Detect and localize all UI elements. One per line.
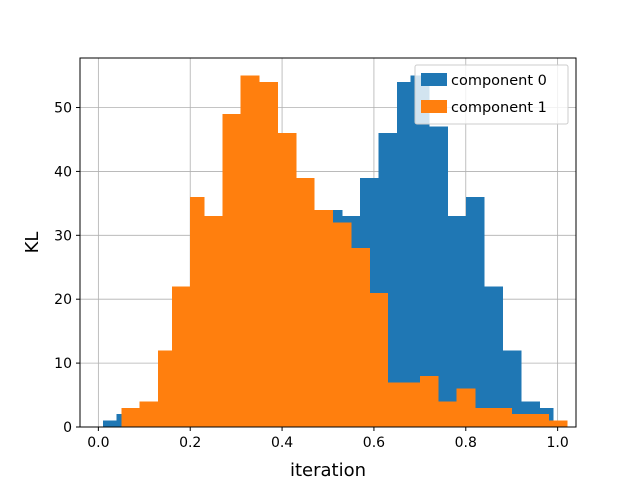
histogram-bar: [369, 292, 389, 427]
histogram-bar: [419, 375, 439, 427]
histogram-bar: [139, 401, 159, 427]
x-tick-label: 0.4: [271, 435, 293, 451]
histogram-bar: [429, 126, 448, 428]
histogram-bar: [121, 407, 141, 427]
y-tick-label: 40: [54, 164, 72, 180]
x-tick-label: 1.0: [546, 435, 568, 451]
histogram-bar: [396, 81, 412, 428]
histogram-bar: [222, 113, 242, 427]
histogram-bar: [465, 196, 485, 427]
histogram-bar: [259, 81, 278, 428]
x-tick-label: 0.6: [363, 435, 385, 451]
legend-swatch-component-1: [421, 100, 447, 113]
histogram-bar: [387, 382, 402, 427]
histogram-bar: [484, 286, 504, 427]
x-axis-title: iteration: [290, 460, 366, 480]
y-tick-label: 10: [54, 356, 72, 372]
legend-label-component-1: component 1: [451, 100, 547, 116]
histogram-bar: [530, 414, 549, 427]
y-tick-label: 30: [54, 228, 72, 244]
legend-swatch-component-0: [421, 73, 447, 86]
histogram-bar: [240, 75, 260, 428]
x-tick-label: 0.2: [179, 435, 201, 451]
histogram-bar: [158, 350, 173, 427]
series-1-bars: [121, 75, 568, 428]
histogram-bar: [277, 133, 297, 427]
histogram-bar: [314, 209, 334, 427]
histogram-bar: [332, 222, 352, 427]
histogram-bar: [456, 388, 476, 427]
plot-frame: [79, 57, 577, 428]
histogram-bar: [474, 407, 494, 427]
y-tick-label: 50: [54, 101, 72, 117]
histogram-bar: [204, 216, 223, 427]
x-tick-label: 0.8: [455, 435, 477, 451]
y-axis-title: KL: [22, 232, 43, 254]
histogram-bar: [493, 407, 513, 427]
x-tick-label: 0.0: [87, 435, 109, 451]
histogram-bar: [438, 401, 458, 427]
y-tick-label: 20: [54, 292, 72, 308]
histogram-bar: [511, 414, 531, 427]
histogram-bar: [410, 75, 430, 428]
histogram-bar: [401, 382, 421, 427]
histogram-bar: [171, 286, 191, 427]
histogram-bar: [295, 177, 315, 427]
axis-ticks: 0.0 0.2 0.4 0.6 0.8 1.0 0 10 20 30 40 50: [54, 101, 569, 451]
legend-box: [414, 64, 569, 125]
histogram-bar: [350, 248, 370, 427]
legend: component 0 component 1: [414, 64, 569, 125]
y-tick-label: 0: [63, 420, 72, 436]
histogram-bar: [190, 196, 205, 427]
histogram-bar: [447, 216, 467, 427]
histogram-bar: [548, 420, 568, 427]
legend-label-component-0: component 0: [451, 73, 547, 89]
histogram-bars: [102, 75, 568, 428]
histogram-bar: [102, 420, 118, 427]
